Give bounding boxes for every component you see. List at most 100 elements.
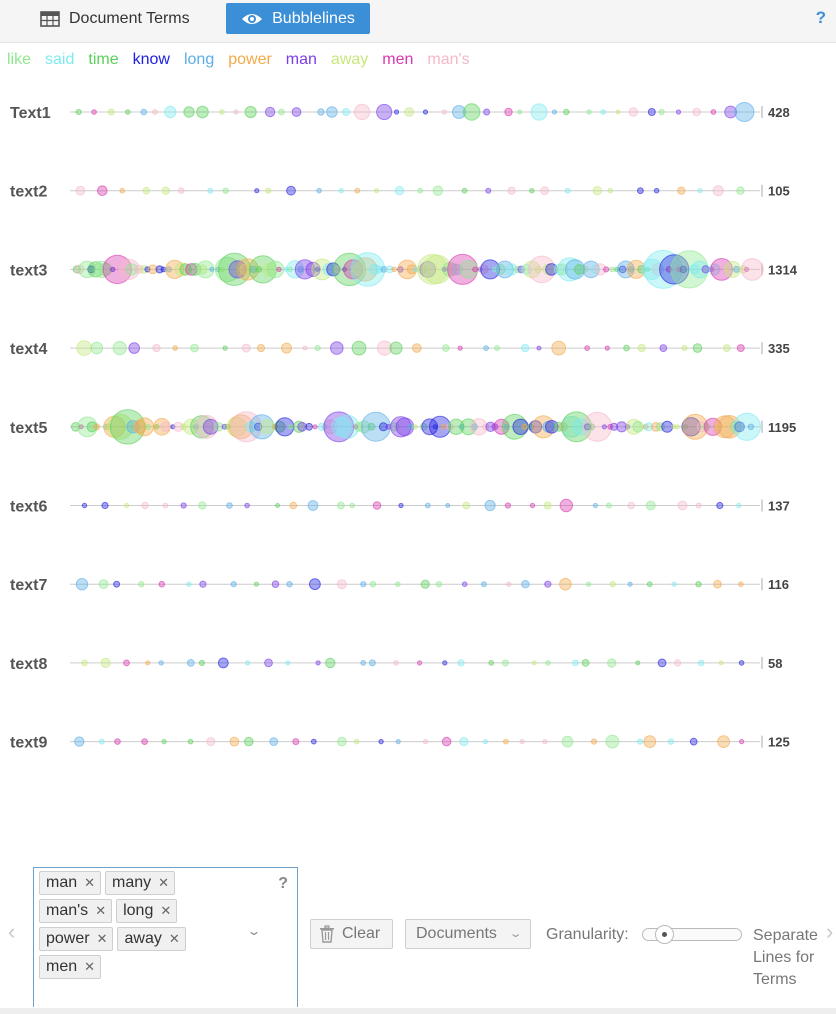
term-bubble[interactable]: [350, 252, 386, 287]
term-bubble[interactable]: [564, 187, 571, 194]
term-bubble[interactable]: [219, 266, 226, 273]
term-bubble[interactable]: [390, 416, 412, 438]
term-bubble[interactable]: [710, 109, 717, 115]
term-bubble[interactable]: [653, 187, 660, 194]
term-bubble[interactable]: [391, 266, 398, 273]
term-bubble[interactable]: [153, 424, 160, 430]
term-bubble[interactable]: [457, 345, 463, 351]
term-bubble[interactable]: [625, 418, 642, 435]
term-bubble[interactable]: [198, 659, 205, 667]
term-bubble[interactable]: [177, 187, 185, 194]
term-bubble[interactable]: [297, 421, 308, 432]
term-bubble[interactable]: [690, 260, 709, 279]
term-bubble[interactable]: [244, 660, 251, 666]
term-bubble[interactable]: [503, 423, 510, 430]
term-bubble[interactable]: [432, 424, 438, 430]
term-bubble[interactable]: [482, 739, 489, 745]
term-bubble[interactable]: [697, 188, 703, 194]
term-bubble[interactable]: [724, 105, 737, 119]
term-bubble[interactable]: [496, 260, 514, 279]
slider-thumb[interactable]: [655, 925, 675, 944]
term-bubble[interactable]: [618, 265, 627, 274]
term-bubble[interactable]: [563, 108, 570, 116]
term-bubble[interactable]: [488, 660, 495, 666]
term-bubble[interactable]: [172, 345, 178, 351]
term-bubble[interactable]: [544, 580, 552, 588]
term-bubble[interactable]: [701, 265, 710, 274]
term-bubble[interactable]: [603, 266, 610, 273]
term-bubble[interactable]: [442, 344, 450, 352]
term-bubble[interactable]: [504, 107, 513, 117]
term-bubble[interactable]: [697, 659, 705, 667]
term-bubble[interactable]: [236, 258, 259, 281]
term-bubble[interactable]: [128, 342, 140, 354]
term-bubble[interactable]: [209, 266, 215, 272]
term-bubble[interactable]: [659, 254, 690, 285]
term-bubble[interactable]: [374, 188, 380, 194]
term-bubble[interactable]: [429, 415, 451, 438]
term-bubble[interactable]: [207, 187, 214, 194]
term-bubble[interactable]: [692, 107, 702, 117]
term-bubble[interactable]: [286, 185, 296, 196]
term-bubble[interactable]: [530, 103, 548, 121]
term-bubble[interactable]: [357, 420, 371, 434]
term-bubble[interactable]: [164, 105, 177, 119]
term-bubble[interactable]: [376, 103, 393, 121]
document-label[interactable]: Text1: [10, 105, 51, 122]
term-bubble[interactable]: [529, 188, 535, 194]
term-bubble[interactable]: [244, 502, 250, 509]
legend-term[interactable]: power: [228, 51, 272, 68]
term-bubble[interactable]: [582, 411, 613, 442]
remove-tag-icon[interactable]: ✕: [84, 875, 96, 890]
term-bubble[interactable]: [253, 581, 259, 587]
term-bubble[interactable]: [93, 423, 101, 431]
term-bubble[interactable]: [734, 102, 755, 122]
term-bubble[interactable]: [637, 187, 644, 195]
term-bubble[interactable]: [521, 423, 528, 430]
term-bubble[interactable]: [138, 581, 145, 588]
term-bubble[interactable]: [581, 659, 590, 667]
term-bubble[interactable]: [395, 739, 401, 745]
term-bubble[interactable]: [605, 502, 612, 509]
term-bubble[interactable]: [517, 109, 523, 115]
terms-help-icon[interactable]: ?: [278, 875, 288, 892]
term-bubble[interactable]: [674, 659, 682, 667]
term-bubble[interactable]: [635, 660, 641, 666]
term-bubble[interactable]: [610, 422, 619, 431]
term-bubble[interactable]: [174, 262, 189, 277]
term-bubble[interactable]: [377, 340, 393, 356]
term-bubble[interactable]: [369, 581, 377, 588]
term-bubble[interactable]: [326, 106, 338, 118]
tab-bubblelines[interactable]: Bubblelines: [226, 3, 370, 34]
term-bubble[interactable]: [275, 503, 280, 508]
term-bubble[interactable]: [627, 581, 633, 587]
term-bubble[interactable]: [607, 187, 614, 194]
term-bubble[interactable]: [512, 418, 529, 435]
term-bubble[interactable]: [97, 185, 108, 196]
legend-term[interactable]: time: [88, 51, 119, 68]
document-label[interactable]: text4: [10, 341, 47, 358]
term-bubble[interactable]: [78, 424, 84, 430]
term-bubble[interactable]: [531, 660, 537, 666]
term-bubble[interactable]: [162, 502, 169, 509]
term-bubble[interactable]: [90, 341, 104, 355]
bubblelines-canvas[interactable]: Text1 428 text2 105 text3 1314 text4 335 text5 11…: [0, 43, 836, 853]
term-bubble[interactable]: [219, 109, 225, 115]
term-bubble[interactable]: [485, 187, 492, 194]
term-bubble[interactable]: [545, 420, 559, 434]
term-bubble[interactable]: [732, 412, 762, 441]
remove-tag-icon[interactable]: ✕: [84, 959, 96, 974]
term-bubble[interactable]: [412, 424, 418, 430]
term-bubble[interactable]: [145, 660, 151, 666]
term-bubble[interactable]: [375, 265, 384, 274]
term-bubble[interactable]: [74, 736, 85, 747]
term-bubble[interactable]: [351, 340, 367, 356]
term-bubble[interactable]: [462, 501, 471, 510]
term-bubble[interactable]: [186, 581, 192, 587]
term-bubble[interactable]: [692, 343, 703, 353]
term-bubble[interactable]: [312, 424, 318, 430]
term-bubble[interactable]: [372, 501, 382, 510]
term-bubble[interactable]: [440, 423, 447, 430]
term-bubble[interactable]: [412, 343, 422, 353]
term-bubble[interactable]: [287, 424, 293, 430]
